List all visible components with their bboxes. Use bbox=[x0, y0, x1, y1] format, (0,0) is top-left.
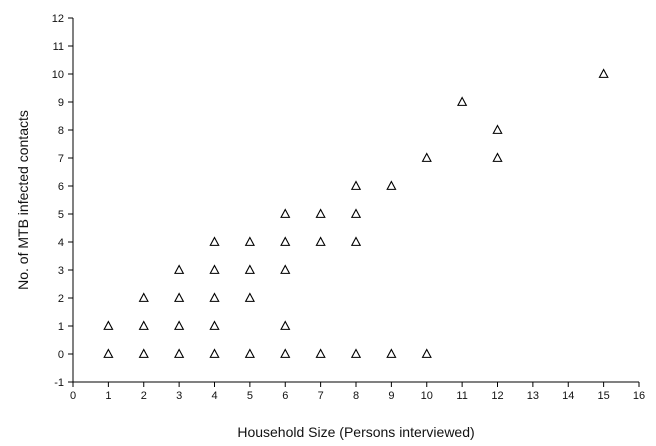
data-point bbox=[350, 236, 362, 246]
data-point bbox=[457, 96, 468, 106]
data-point bbox=[350, 180, 362, 190]
data-point bbox=[280, 348, 291, 358]
y-tick-label: 11 bbox=[53, 41, 64, 53]
data-point bbox=[209, 264, 220, 274]
x-tick-label: 3 bbox=[176, 390, 182, 402]
x-tick-label: 1 bbox=[105, 390, 111, 402]
data-point bbox=[421, 348, 432, 358]
data-point bbox=[598, 68, 609, 78]
data-point bbox=[138, 292, 149, 302]
x-tick-label: 2 bbox=[141, 390, 147, 402]
x-tick-label: 12 bbox=[491, 390, 503, 402]
y-tick-label: 8 bbox=[58, 125, 64, 137]
x-axis-title: Household Size (Persons interviewed) bbox=[237, 424, 474, 440]
data-point bbox=[280, 264, 291, 274]
data-points bbox=[103, 68, 609, 358]
y-tick-label: 5 bbox=[58, 209, 64, 221]
data-point bbox=[244, 348, 255, 358]
y-tick-label: -1 bbox=[54, 377, 64, 389]
x-axis-ticks: 0 1 2 3 4 5 6 7 8 9 10 11 12 13 14 15 16 bbox=[70, 382, 645, 402]
data-point bbox=[492, 124, 503, 134]
data-point bbox=[138, 348, 149, 358]
data-point bbox=[386, 348, 397, 358]
data-point bbox=[244, 292, 255, 302]
data-point bbox=[492, 152, 503, 162]
y-tick-label: 4 bbox=[58, 237, 64, 249]
y-tick-label: 10 bbox=[52, 69, 64, 81]
data-point bbox=[174, 264, 185, 274]
y-tick-label: 3 bbox=[58, 265, 64, 277]
data-point bbox=[174, 292, 185, 302]
y-axis-title: No. of MTB infected contacts bbox=[15, 110, 31, 290]
data-point bbox=[315, 208, 326, 218]
data-point bbox=[209, 320, 220, 330]
y-tick-label: 2 bbox=[58, 293, 64, 305]
x-tick-label: 0 bbox=[70, 390, 76, 402]
data-point bbox=[209, 348, 220, 358]
y-tick-label: 6 bbox=[58, 181, 64, 193]
y-tick-label: 9 bbox=[58, 97, 64, 109]
data-point bbox=[209, 292, 220, 302]
data-point bbox=[315, 348, 326, 358]
data-point bbox=[280, 236, 291, 246]
data-point bbox=[174, 320, 185, 330]
x-tick-label: 7 bbox=[318, 390, 324, 402]
data-point bbox=[244, 264, 255, 274]
y-tick-label: 7 bbox=[58, 153, 64, 165]
x-tick-label: 8 bbox=[353, 390, 359, 402]
x-tick-label: 11 bbox=[456, 390, 467, 402]
data-point bbox=[386, 180, 397, 190]
x-tick-label: 16 bbox=[633, 390, 645, 402]
data-point bbox=[103, 348, 114, 358]
data-point bbox=[350, 348, 362, 358]
x-tick-label: 6 bbox=[282, 390, 288, 402]
x-tick-label: 9 bbox=[388, 390, 394, 402]
data-point bbox=[315, 236, 326, 246]
data-point bbox=[244, 236, 255, 246]
y-tick-label: 1 bbox=[58, 321, 64, 333]
y-tick-label: 12 bbox=[52, 13, 64, 25]
x-tick-label: 14 bbox=[562, 390, 574, 402]
x-tick-label: 13 bbox=[527, 390, 539, 402]
x-tick-label: 4 bbox=[211, 390, 217, 402]
data-point bbox=[421, 152, 432, 162]
x-tick-label: 15 bbox=[598, 390, 610, 402]
data-point bbox=[138, 320, 149, 330]
x-tick-label: 5 bbox=[247, 390, 253, 402]
data-point bbox=[209, 236, 220, 246]
data-point bbox=[350, 208, 362, 218]
y-tick-label: 0 bbox=[58, 349, 64, 361]
data-point bbox=[103, 320, 114, 330]
data-point bbox=[280, 208, 291, 218]
data-point bbox=[280, 320, 291, 330]
data-point bbox=[174, 348, 185, 358]
x-tick-label: 10 bbox=[421, 390, 433, 402]
